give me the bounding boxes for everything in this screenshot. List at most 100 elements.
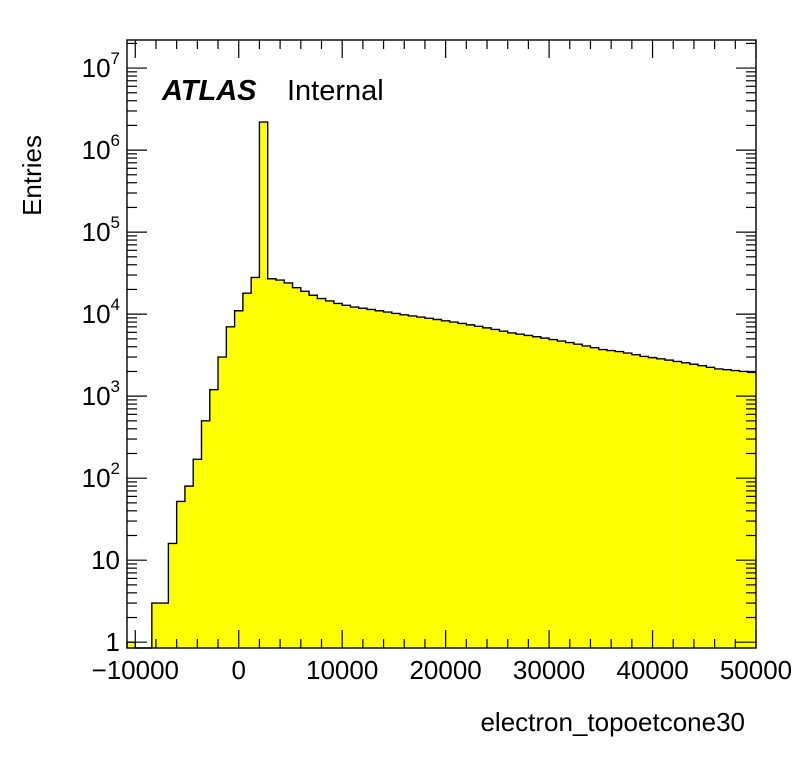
axis-ticks xyxy=(127,40,757,648)
y-tick-label: 10 xyxy=(91,545,120,575)
histogram-bar xyxy=(184,486,194,648)
histogram-bar xyxy=(706,367,715,648)
histogram-bar xyxy=(259,122,268,648)
histogram-bar xyxy=(242,293,252,648)
histogram-bar xyxy=(482,327,492,648)
internal-label: Internal xyxy=(287,75,384,107)
histogram-bar xyxy=(664,360,674,648)
y-tick-label: 106 xyxy=(82,131,120,165)
histogram-bar xyxy=(656,358,665,648)
histogram-bar xyxy=(747,372,756,648)
histogram-bar xyxy=(284,282,293,648)
histogram-outline xyxy=(126,121,756,649)
histogram-bar xyxy=(292,287,301,648)
histogram-bar xyxy=(424,318,434,648)
x-tick-label: 20000 xyxy=(409,655,481,685)
y-tick-label: 102 xyxy=(82,459,120,493)
histogram-bar xyxy=(267,278,276,648)
histogram-bar xyxy=(648,357,657,648)
histogram-bar xyxy=(218,357,227,648)
histogram-bar xyxy=(598,349,608,648)
histogram-bar xyxy=(532,336,541,648)
y-tick-label: 1 xyxy=(106,627,120,657)
y-tick-label: 103 xyxy=(82,377,120,411)
histogram-bar xyxy=(499,331,508,648)
histogram-bar xyxy=(515,334,525,648)
histogram-bar xyxy=(540,338,550,648)
histogram-bar xyxy=(350,307,359,648)
histogram-bar xyxy=(449,322,459,648)
histogram-bar xyxy=(408,315,417,648)
histogram-bar xyxy=(582,345,591,648)
x-tick-label: 10000 xyxy=(306,655,378,685)
histogram-bar xyxy=(333,303,343,648)
histogram-bar xyxy=(400,314,409,648)
x-tick-label: 50000 xyxy=(720,655,792,685)
histogram-bar xyxy=(590,347,599,648)
histogram-bar xyxy=(226,326,235,648)
histogram-bar xyxy=(325,300,334,648)
histogram-bar xyxy=(391,313,401,648)
histogram-bar xyxy=(714,368,723,648)
histogram-bar xyxy=(731,370,740,648)
histogram-bar xyxy=(358,308,368,648)
x-axis-title: electron_topoetcone30 xyxy=(480,707,745,737)
histogram-bar xyxy=(251,277,260,648)
histogram-bar xyxy=(491,329,500,648)
x-tick-label: 40000 xyxy=(616,655,688,685)
histogram-bar xyxy=(722,369,732,648)
histogram-bar xyxy=(309,295,318,648)
histogram-bar xyxy=(607,350,616,648)
plot-frame xyxy=(126,39,757,649)
histogram-bar xyxy=(557,341,566,648)
histogram-bar xyxy=(160,603,169,648)
histogram-bar xyxy=(739,371,748,648)
histogram-bar xyxy=(689,364,699,648)
histogram-bar xyxy=(524,335,533,648)
histogram-bar xyxy=(176,501,185,648)
histogram-bar xyxy=(383,312,392,648)
x-tick-label: 0 xyxy=(231,655,245,685)
histogram-bar xyxy=(317,298,326,648)
histogram-bar xyxy=(375,310,384,648)
histogram-bar xyxy=(640,356,649,648)
y-tick-label: 107 xyxy=(82,49,120,83)
histogram-bar xyxy=(433,319,442,648)
histogram-bar xyxy=(209,389,219,648)
histogram-bar xyxy=(466,324,475,648)
histogram-bar xyxy=(681,362,690,648)
histogram-bar xyxy=(416,317,425,648)
histogram-bar xyxy=(441,320,450,648)
histogram-bar xyxy=(631,354,641,648)
y-tick-labels: 1 10 102 103 104 105 106 107 xyxy=(82,49,120,657)
histogram-bar xyxy=(151,603,161,648)
histogram-bar xyxy=(201,420,210,648)
histogram-bar xyxy=(673,361,682,648)
atlas-label: ATLAS xyxy=(161,75,257,107)
y-tick-label: 104 xyxy=(82,295,120,329)
y-tick-label: 105 xyxy=(82,213,120,247)
y-axis-title: Entries xyxy=(17,135,47,216)
histogram-bar xyxy=(127,642,136,648)
histogram-bar xyxy=(458,323,467,648)
histogram-bar xyxy=(507,332,516,648)
histogram-bar xyxy=(193,459,202,648)
histogram-bar xyxy=(300,291,310,648)
histogram-bar xyxy=(168,543,177,648)
histogram-bar xyxy=(234,310,243,648)
x-tick-label: 30000 xyxy=(513,655,585,685)
x-tick-label: −10000 xyxy=(92,655,179,685)
histogram-bar xyxy=(565,342,574,648)
histogram-bars xyxy=(127,122,756,648)
x-tick-labels: −10000 0 10000 20000 30000 40000 50000 xyxy=(92,655,793,685)
histogram-bar xyxy=(367,309,376,648)
histogram-bar xyxy=(698,365,707,648)
histogram-bar xyxy=(623,353,632,648)
histogram-bar xyxy=(342,305,351,648)
histogram-bar xyxy=(275,280,285,648)
histogram-bar xyxy=(474,326,483,648)
histogram-bar xyxy=(615,351,624,648)
histogram-bar xyxy=(549,339,558,648)
histogram-bar xyxy=(573,344,583,648)
